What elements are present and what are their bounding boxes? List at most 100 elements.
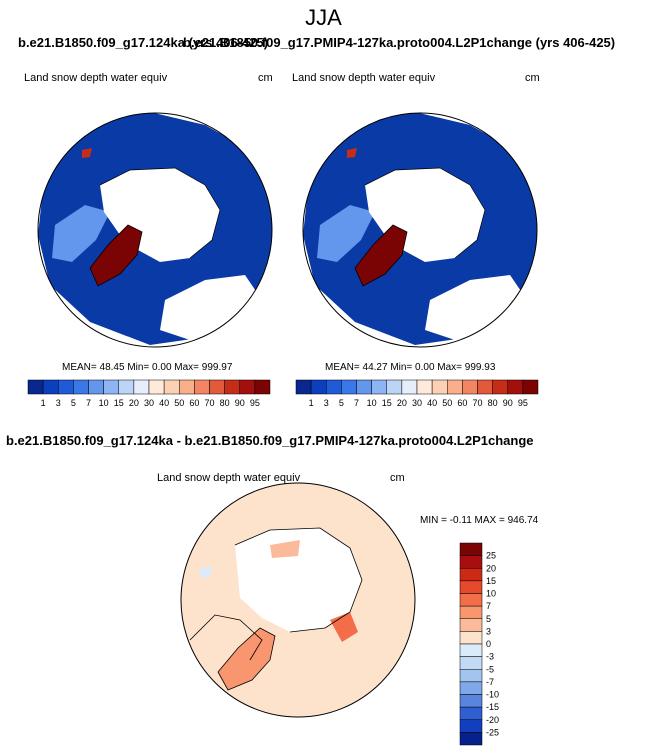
colorbar-tick-label: 15 <box>382 398 392 408</box>
colorbar-swatch <box>459 568 483 582</box>
colorbar-swatch <box>73 379 89 395</box>
high-value-band <box>52 205 110 262</box>
colorbar-swatch <box>459 542 483 556</box>
colorbar-swatch <box>103 379 119 395</box>
colorbar-tick-label: 95 <box>518 398 528 408</box>
panel1-units: cm <box>258 72 273 84</box>
colorbar-swatch <box>459 656 483 670</box>
colorbar-swatch <box>462 379 478 395</box>
colorbar-tick-label: 60 <box>189 398 199 408</box>
colorbar-swatch <box>326 379 342 395</box>
colorbar-swatch <box>42 379 59 395</box>
colorbar-swatch <box>459 555 483 569</box>
colorbar-swatch <box>133 379 150 395</box>
colorbar-swatch <box>492 379 508 395</box>
colorbar-swatch <box>459 593 483 607</box>
negative-patch <box>200 566 212 578</box>
colorbar-swatch <box>459 669 483 683</box>
colorbar-tick-label: 3 <box>486 626 491 636</box>
ice-free-region <box>235 528 362 632</box>
colorbar-tick-label: 0 <box>486 639 491 649</box>
colorbar-swatch <box>371 379 387 395</box>
colorbar-swatch <box>459 706 483 720</box>
colorbar-tick-label: 20 <box>486 563 496 573</box>
colorbar-tick-label: 80 <box>220 398 230 408</box>
colorbar-swatch <box>459 732 483 746</box>
colorbar-tick-label: 1 <box>309 398 314 408</box>
colorbar-tick-label: 90 <box>503 398 513 408</box>
colorbar-swatch <box>27 379 44 395</box>
colorbar-swatch <box>459 681 483 695</box>
colorbar-tick-label: -25 <box>486 727 499 737</box>
panel3-variable-label: Land snow depth water equiv <box>157 472 301 484</box>
colorbar-tick-label: 10 <box>367 398 377 408</box>
colorbar-swatch <box>254 379 271 395</box>
colorbar-tick-label: 15 <box>114 398 124 408</box>
colorbar-swatch <box>459 694 483 708</box>
colorbar-swatch <box>224 379 240 395</box>
colorbar-2: 1 3 5 7 10 15 20 30 40 50 60 70 80 90 95 <box>295 379 539 408</box>
colorbar-swatch <box>295 379 312 395</box>
colorbar-swatch <box>459 580 483 594</box>
map-panel-3 <box>181 483 415 717</box>
colorbar-tick-label: 80 <box>488 398 498 408</box>
panel3-units: cm <box>390 472 405 484</box>
colorbar-tick-label: -15 <box>486 702 499 712</box>
panel3-stats: MIN = -0.11 MAX = 946.74 <box>420 515 539 526</box>
colorbar-swatch <box>459 618 483 632</box>
colorbar-swatch <box>459 643 483 657</box>
colorbar-tick-label: 20 <box>129 398 139 408</box>
colorbar-tick-label: 50 <box>442 398 452 408</box>
greenland <box>354 224 408 287</box>
colorbar-swatch <box>163 379 180 395</box>
colorbar-3: 25 20 15 10 7 5 3 0 -3 -5 -7 -10 -15 -20 -25 <box>459 542 499 746</box>
high-value-patch <box>82 148 92 158</box>
colorbar-tick-label: 40 <box>159 398 169 408</box>
colorbar-tick-label: 1 <box>41 398 46 408</box>
colorbar-tick-label: 25 <box>486 551 496 561</box>
colorbar-swatch <box>310 379 327 395</box>
panel2-variable-label: Land snow depth water equiv <box>292 72 436 84</box>
high-value-patch <box>347 148 357 158</box>
colorbar-tick-label: 20 <box>397 398 407 408</box>
panel1-variable-label: Land snow depth water equiv <box>24 72 168 84</box>
colorbar-tick-label: 5 <box>71 398 76 408</box>
map-panel-1 <box>38 113 272 345</box>
colorbar-tick-label: 10 <box>99 398 109 408</box>
positive-patch <box>270 540 300 558</box>
colorbar-tick-label: 95 <box>250 398 260 408</box>
colorbar-swatch <box>522 379 539 395</box>
colorbar-tick-label: 30 <box>412 398 422 408</box>
map-panel-2 <box>303 113 537 345</box>
colorbar-swatch <box>477 379 493 395</box>
colorbar-swatch <box>118 379 135 395</box>
colorbar-swatch <box>386 379 403 395</box>
case-title-right: b.e21.B1850.f09_g17.PMIP4-127ka.proto004… <box>183 35 616 50</box>
colorbar-swatch <box>447 379 463 395</box>
map-boundary <box>302 112 538 348</box>
main-title: JJA <box>305 5 342 30</box>
colorbar-tick-label: 10 <box>486 589 496 599</box>
colorbar-swatch <box>356 379 372 395</box>
colorbar-swatch <box>431 379 448 395</box>
colorbar-swatch <box>416 379 433 395</box>
colorbar-tick-label: -7 <box>486 677 494 687</box>
colorbar-tick-label: -5 <box>486 664 494 674</box>
map-boundary <box>37 112 273 348</box>
colorbar-tick-label: 40 <box>427 398 437 408</box>
colorbar-tick-label: 50 <box>174 398 184 408</box>
colorbar-tick-label: 3 <box>56 398 61 408</box>
colorbar-swatch <box>148 379 165 395</box>
coastline <box>99 167 221 259</box>
colorbar-swatch <box>179 379 195 395</box>
colorbar-tick-label: 3 <box>324 398 329 408</box>
colorbar-tick-label: 90 <box>235 398 245 408</box>
panel2-units: cm <box>525 72 540 84</box>
colorbar-tick-label: 15 <box>486 576 496 586</box>
colorbar-swatch <box>341 379 357 395</box>
colorbar-tick-label: 7 <box>354 398 359 408</box>
coastline <box>189 614 263 661</box>
colorbar-swatch <box>459 631 483 645</box>
